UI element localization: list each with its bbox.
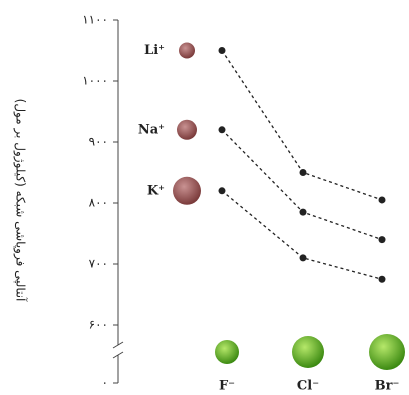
anion-sphere bbox=[369, 334, 405, 370]
axis-break bbox=[112, 341, 124, 349]
series-line bbox=[221, 129, 383, 241]
legend-label: Li⁺ bbox=[144, 43, 165, 58]
x-tick-label: Br⁻ bbox=[375, 379, 400, 394]
anion-sphere bbox=[292, 336, 324, 368]
data-point bbox=[218, 47, 226, 54]
x-tick-label: F⁻ bbox=[219, 379, 235, 394]
cation-sphere bbox=[173, 176, 201, 205]
data-point bbox=[378, 196, 386, 204]
cation-sphere bbox=[177, 119, 197, 140]
series-line bbox=[221, 50, 383, 201]
series-line bbox=[221, 190, 383, 280]
data-point bbox=[218, 187, 226, 195]
cation-sphere bbox=[179, 42, 195, 59]
y-axis-label: آنتالپی فروپاشی شبکه (کیلوژول بر مول) bbox=[13, 99, 29, 302]
data-point bbox=[378, 236, 386, 244]
y-tick-label: ۷۰۰ bbox=[89, 257, 108, 271]
anion-sphere bbox=[215, 340, 239, 364]
data-point bbox=[299, 169, 307, 176]
y-tick-label: ۱۰۰۰ bbox=[82, 74, 108, 88]
legend-label: Na⁺ bbox=[138, 122, 165, 137]
y-tick-label: ۰ bbox=[102, 376, 108, 390]
x-tick-label: Cl⁻ bbox=[297, 379, 319, 394]
axis-break bbox=[112, 351, 124, 359]
data-point bbox=[299, 254, 307, 262]
y-tick-label: ۸۰۰ bbox=[89, 196, 108, 210]
data-point bbox=[378, 275, 386, 283]
y-tick-label: ۶۰۰ bbox=[89, 318, 108, 332]
data-point bbox=[218, 126, 226, 134]
y-tick-label: ۹۰۰ bbox=[89, 135, 108, 149]
data-point bbox=[299, 208, 307, 216]
y-tick-label: ۱۱۰۰ bbox=[82, 13, 108, 27]
legend-label: K⁺ bbox=[147, 183, 165, 198]
